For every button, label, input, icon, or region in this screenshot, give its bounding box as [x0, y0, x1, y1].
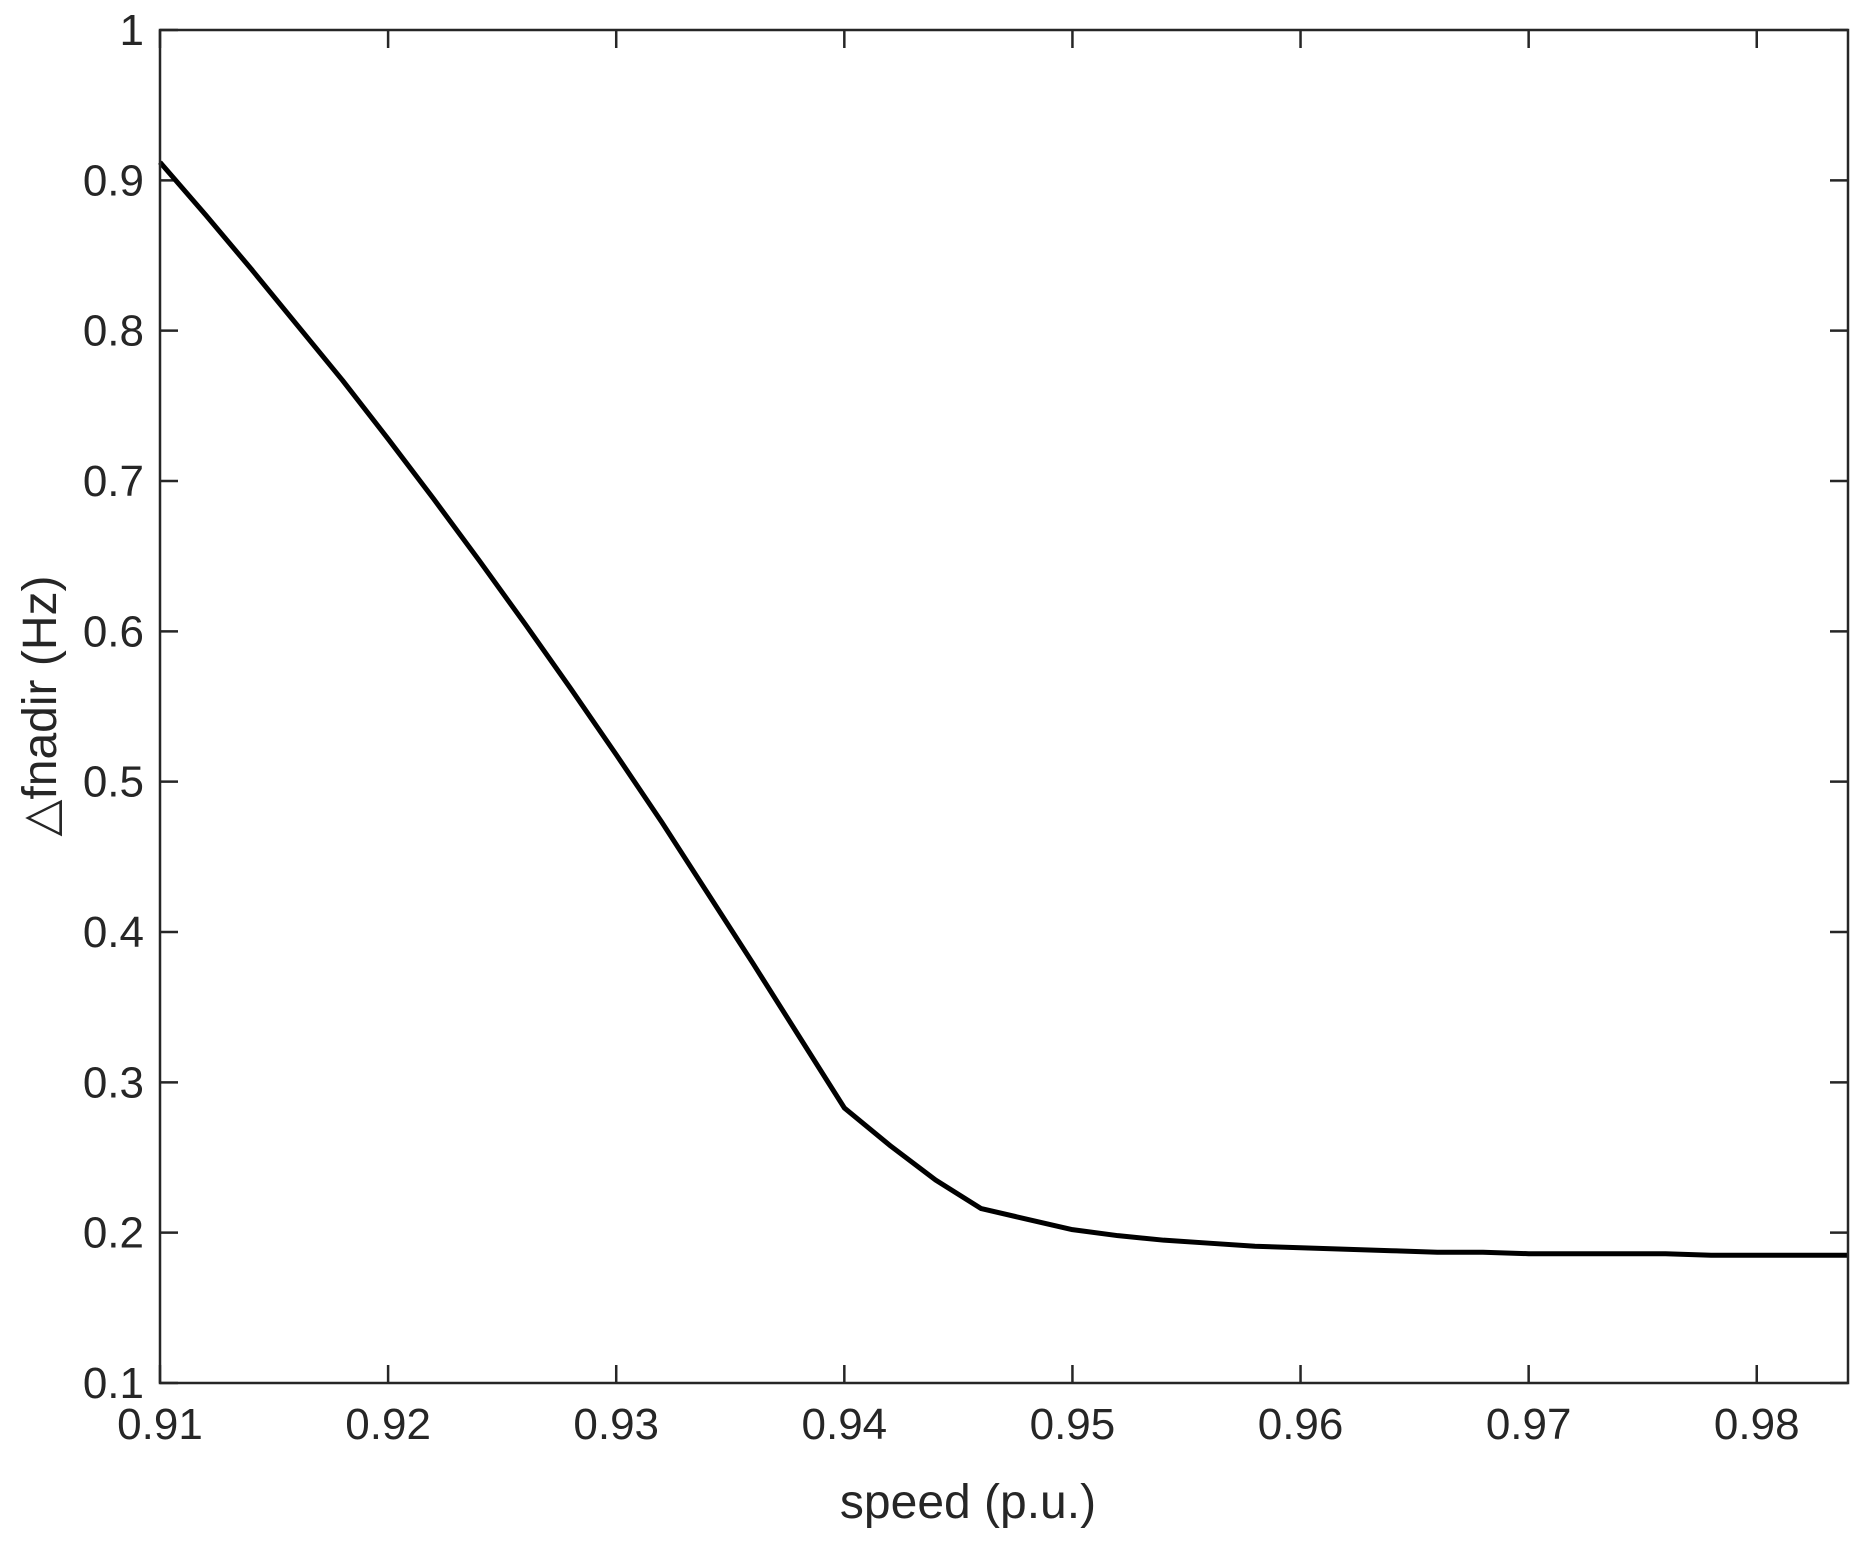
y-axis: 0.1 0.2 0.3 0.4 0.5 0.6 0.7 0.8 0.9 1: [83, 6, 1848, 1408]
x-tick-label: 0.92: [345, 1400, 431, 1449]
x-tick-label: 0.93: [573, 1400, 659, 1449]
y-tick-label: 0.6: [83, 607, 144, 656]
x-tick-label: 0.95: [1030, 1400, 1116, 1449]
x-tick-label: 0.91: [117, 1400, 203, 1449]
series-line-0: [158, 160, 1848, 1258]
y-tick-label: 0.9: [83, 156, 144, 205]
x-tick-label: 0.97: [1486, 1400, 1572, 1449]
x-tick-label: 0.98: [1714, 1400, 1800, 1449]
x-axis: 0.91 0.92 0.93 0.94 0.95 0.96 0.97 0.98: [117, 30, 1800, 1449]
y-tick-label: 1: [120, 6, 144, 55]
y-tick-label: 0.8: [83, 307, 144, 356]
y-tick-label: 0.5: [83, 758, 144, 807]
y-tick-label: 0.3: [83, 1058, 144, 1107]
x-tick-label: 0.96: [1258, 1400, 1344, 1449]
y-tick-label: 0.4: [83, 908, 144, 957]
x-axis-title: speed (p.u.): [840, 1476, 1096, 1529]
series-layer: [158, 160, 1848, 1258]
axes-box: [158, 28, 1850, 1385]
y-tick-label: 0.7: [83, 457, 144, 506]
y-tick-label: 0.2: [83, 1209, 144, 1258]
y-tick-label: 0.1: [83, 1359, 144, 1408]
y-axis-title: △fnadir (Hz): [14, 576, 67, 837]
x-tick-label: 0.94: [802, 1400, 888, 1449]
